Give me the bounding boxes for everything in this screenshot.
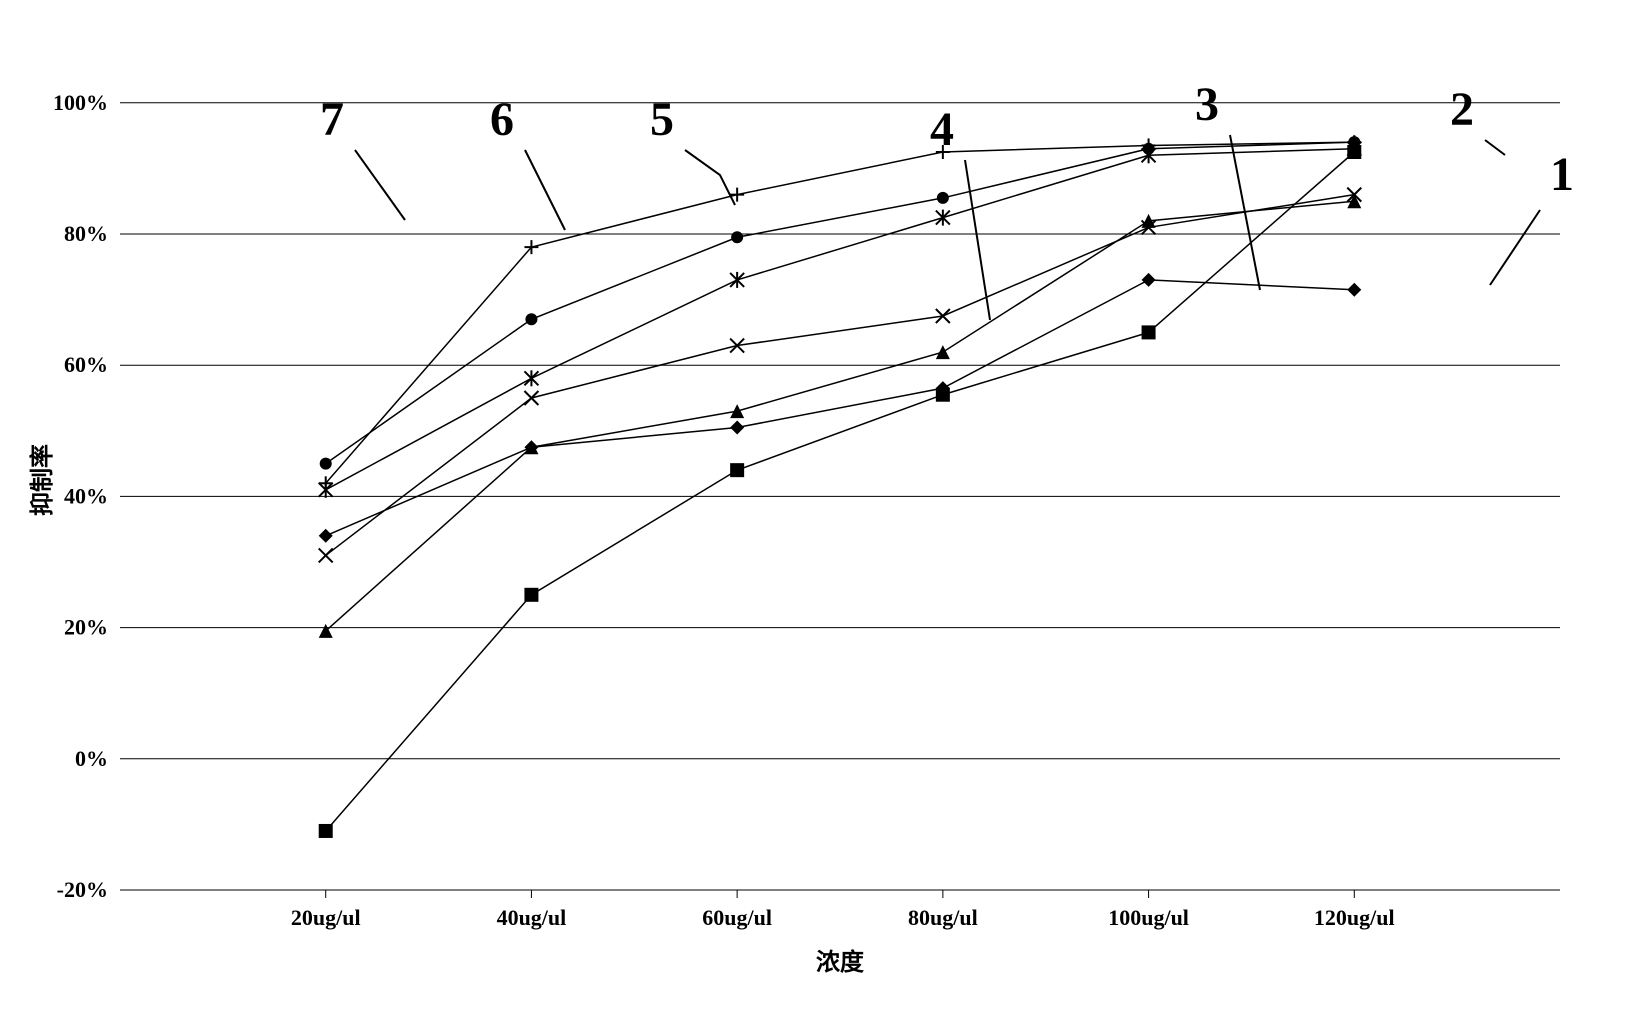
series-line-3 bbox=[326, 201, 1355, 631]
x-tick-label: 120ug/ul bbox=[1314, 905, 1395, 930]
x-tick-label: 40ug/ul bbox=[497, 905, 567, 930]
marker-square bbox=[1142, 325, 1156, 339]
marker-circle bbox=[937, 192, 949, 204]
y-tick-label: 20% bbox=[64, 615, 108, 640]
callout-line-1 bbox=[1490, 210, 1540, 285]
y-tick-label: 100% bbox=[53, 90, 108, 115]
marker-triangle bbox=[936, 345, 950, 359]
callout-label-2: 2 bbox=[1450, 83, 1474, 136]
callout-label-7: 7 bbox=[320, 93, 344, 146]
x-tick-label: 100ug/ul bbox=[1108, 905, 1189, 930]
marker-square bbox=[524, 588, 538, 602]
x-tick-label: 80ug/ul bbox=[908, 905, 978, 930]
series-line-6 bbox=[326, 142, 1355, 463]
marker-diamond bbox=[1347, 283, 1361, 297]
marker-diamond bbox=[319, 529, 333, 543]
callout-label-3: 3 bbox=[1195, 78, 1219, 131]
x-tick-label: 20ug/ul bbox=[291, 905, 361, 930]
callout-line-6 bbox=[525, 150, 565, 230]
y-axis-title: 抑制率 bbox=[28, 444, 56, 516]
callout-label-1: 1 bbox=[1550, 148, 1574, 201]
callout-line-4 bbox=[965, 160, 990, 320]
x-tick-label: 60ug/ul bbox=[702, 905, 772, 930]
series-line-5 bbox=[326, 149, 1355, 490]
marker-diamond bbox=[1142, 273, 1156, 287]
y-tick-label: -20% bbox=[57, 877, 108, 902]
marker-square bbox=[319, 824, 333, 838]
marker-square bbox=[730, 463, 744, 477]
y-tick-label: 80% bbox=[64, 221, 108, 246]
x-axis-title: 浓度 bbox=[816, 948, 865, 976]
series-line-2 bbox=[326, 152, 1355, 831]
marker-diamond bbox=[730, 421, 744, 435]
marker-circle bbox=[525, 313, 537, 325]
marker-circle bbox=[320, 458, 332, 470]
y-tick-label: 0% bbox=[75, 746, 108, 771]
callout-line-2 bbox=[1485, 140, 1505, 155]
chart-container: -20% 0% 20% 40% 60% 80% 100% 20ug/ul 40ug/ul 60ug… bbox=[20, 20, 1627, 1015]
y-tick-label: 60% bbox=[64, 352, 108, 377]
marker-triangle bbox=[730, 404, 744, 418]
callout-label-4: 4 bbox=[930, 103, 954, 156]
line-chart: -20% 0% 20% 40% 60% 80% 100% 20ug/ul 40ug/ul 60ug… bbox=[20, 20, 1627, 1015]
callout-line-7 bbox=[355, 150, 405, 220]
marker-square bbox=[936, 388, 950, 402]
y-tick-label: 40% bbox=[64, 483, 108, 508]
series-line-1 bbox=[326, 280, 1355, 536]
marker-circle bbox=[731, 231, 743, 243]
callout-label-6: 6 bbox=[490, 93, 514, 146]
callout-label-5: 5 bbox=[650, 93, 674, 146]
